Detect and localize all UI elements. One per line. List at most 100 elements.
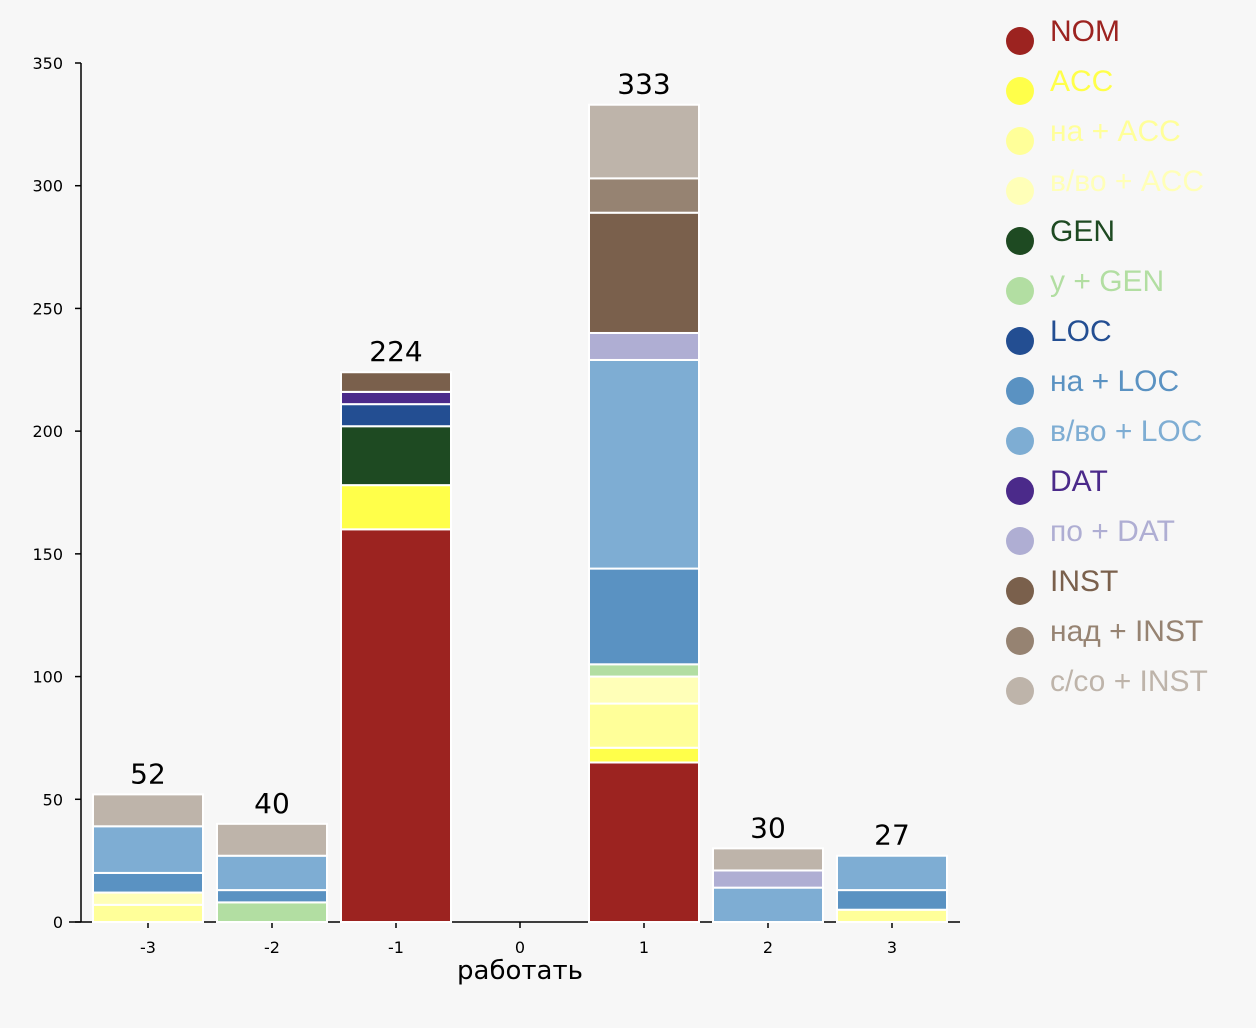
legend-swatch xyxy=(1006,677,1034,705)
bar-totals: 52 40 224 333 30 27 xyxy=(130,68,910,852)
legend-swatch xyxy=(1006,127,1034,155)
legend-label: в/во + LOC xyxy=(1050,415,1202,448)
bar-segment xyxy=(588,663,700,678)
legend-item: NOM xyxy=(1006,15,1120,55)
bar-segment xyxy=(588,702,700,749)
bar-segment xyxy=(92,793,204,828)
x-axis: -3 -2 -1 0 1 2 3 xyxy=(69,921,960,957)
legend-label: GEN xyxy=(1050,215,1115,248)
legend-swatch xyxy=(1006,27,1034,55)
bar-segment xyxy=(588,103,700,180)
bar-segment xyxy=(712,886,824,924)
bar-segment xyxy=(588,675,700,705)
y-tick-label: 250 xyxy=(32,299,63,318)
bar-segment xyxy=(216,822,328,857)
legend-label: с/со + INST xyxy=(1050,665,1208,698)
y-tick-label: 200 xyxy=(32,422,63,441)
bar-segment xyxy=(836,854,948,892)
bar-segment xyxy=(836,908,948,924)
legend-label: NOM xyxy=(1050,15,1120,48)
legend-swatch xyxy=(1006,77,1034,105)
y-tick-label: 50 xyxy=(43,790,63,809)
x-tick-label: -2 xyxy=(264,938,280,957)
bar-segment xyxy=(340,390,452,406)
bar-total-label: 224 xyxy=(369,335,422,368)
legend-item: в/во + ACC xyxy=(1006,165,1204,205)
legend-swatch xyxy=(1006,627,1034,655)
legend-item: в/во + LOC xyxy=(1006,415,1202,455)
legend-item: GEN xyxy=(1006,215,1115,255)
legend-label: у + GEN xyxy=(1050,265,1164,298)
y-axis: 0 50 100 150 200 250 300 350 xyxy=(32,54,82,932)
legend-item: LOC xyxy=(1006,315,1112,355)
x-tick-label: -1 xyxy=(388,938,404,957)
bar-segment xyxy=(836,889,948,911)
bar-segment xyxy=(588,177,700,214)
legend-label: по + DAT xyxy=(1050,515,1175,548)
bar-segment xyxy=(92,825,204,874)
y-tick-label: 0 xyxy=(53,913,63,932)
bar-segment xyxy=(92,891,204,906)
legend-item: у + GEN xyxy=(1006,265,1164,305)
legend-swatch xyxy=(1006,527,1034,555)
bar-segment xyxy=(588,567,700,666)
legend-label: на + LOC xyxy=(1050,365,1179,398)
bar-segment xyxy=(340,403,452,428)
x-tick-label: 1 xyxy=(639,938,649,957)
legend-item: с/со + INST xyxy=(1006,665,1208,705)
bar-segment xyxy=(340,528,452,923)
bar-segment xyxy=(588,746,700,764)
legend-swatch xyxy=(1006,327,1034,355)
legend-label: INST xyxy=(1050,565,1118,598)
legend-label: на + ACC xyxy=(1050,115,1181,148)
legend-item: DAT xyxy=(1006,465,1108,505)
bar-segment xyxy=(92,903,204,924)
bar-total-label: 333 xyxy=(617,68,670,101)
legend-label: в/во + ACC xyxy=(1050,165,1204,198)
y-tick-label: 100 xyxy=(32,668,63,687)
bar-segment xyxy=(340,371,452,393)
x-tick-label: 3 xyxy=(887,938,897,957)
bar-segment xyxy=(588,211,700,334)
legend-swatch xyxy=(1006,227,1034,255)
x-tick-label: -3 xyxy=(140,938,156,957)
bar-segment xyxy=(340,425,452,487)
bar-segment xyxy=(712,847,824,872)
bar-total-label: 30 xyxy=(750,811,786,844)
bar-total-label: 40 xyxy=(254,787,290,820)
legend-swatch xyxy=(1006,377,1034,405)
legend-label: LOC xyxy=(1050,315,1112,348)
legend-label: над + INST xyxy=(1050,615,1203,648)
y-tick-label: 350 xyxy=(32,54,63,73)
bar-segment xyxy=(588,331,700,361)
legend-swatch xyxy=(1006,477,1034,505)
legend-swatch xyxy=(1006,427,1034,455)
legend-swatch xyxy=(1006,577,1034,605)
legend-swatch xyxy=(1006,277,1034,305)
legend-item: по + DAT xyxy=(1006,515,1175,555)
legend: NOM ACC на + ACC в/во + ACC GEN у + GEN LOC на … xyxy=(1006,15,1208,705)
legend-item: на + ACC xyxy=(1006,115,1181,155)
bar-segment xyxy=(216,854,328,892)
legend-label: ACC xyxy=(1050,65,1113,98)
bar-segment xyxy=(588,761,700,923)
legend-item: на + LOC xyxy=(1006,365,1179,405)
bar-segment xyxy=(216,889,328,904)
x-tick-label: 0 xyxy=(515,938,525,957)
bar-segment xyxy=(712,869,824,889)
legend-item: над + INST xyxy=(1006,615,1203,655)
bar-total-label: 52 xyxy=(130,757,166,790)
bar-segment xyxy=(92,871,204,894)
legend-swatch xyxy=(1006,177,1034,205)
y-tick-label: 300 xyxy=(32,177,63,196)
y-tick-label: 150 xyxy=(32,545,63,564)
x-tick-label: 2 xyxy=(763,938,773,957)
bar-total-label: 27 xyxy=(874,819,910,852)
bar-segment xyxy=(216,901,328,924)
x-axis-title: работать xyxy=(457,956,583,986)
bar-segment xyxy=(340,484,452,531)
bar-segment xyxy=(588,358,700,570)
legend-item: INST xyxy=(1006,565,1118,605)
legend-item: ACC xyxy=(1006,65,1113,105)
